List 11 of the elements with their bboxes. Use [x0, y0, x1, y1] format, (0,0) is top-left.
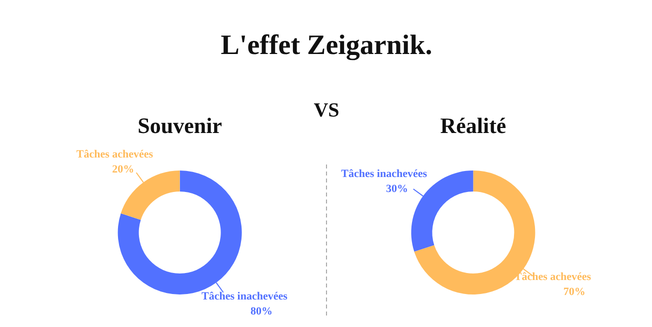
chart-title: Réalité	[440, 113, 506, 138]
slice-label: Tâches achevées	[76, 148, 154, 160]
data-label: 70%	[563, 286, 586, 298]
data-label: 80%	[250, 306, 273, 318]
text: VS	[314, 100, 340, 122]
slice-label: Tâches inachevées	[202, 290, 288, 303]
chart-title: Souvenir	[138, 113, 222, 138]
slice-label: Tâches inachevées	[341, 168, 428, 180]
data-label: 20%	[112, 163, 134, 176]
text: L'effet Zeigarnik.	[220, 30, 432, 61]
data-label: 30%	[386, 182, 408, 195]
